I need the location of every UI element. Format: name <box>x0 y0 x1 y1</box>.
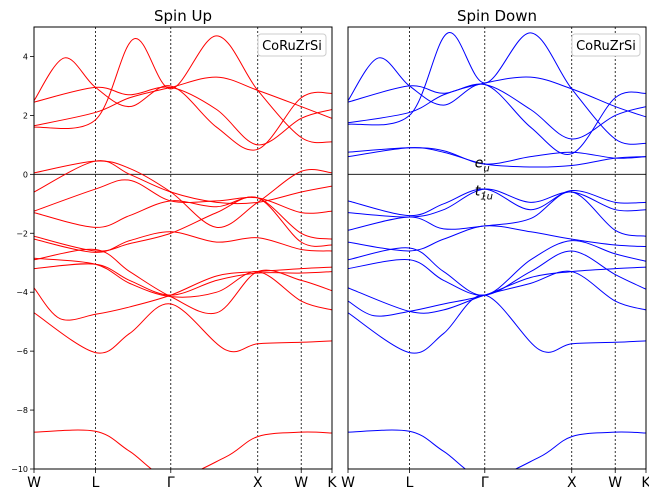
x-tick-label: X <box>567 475 577 489</box>
band-line-11 <box>348 147 646 165</box>
x-tick-label: L <box>92 475 100 489</box>
band-line-13 <box>34 76 332 127</box>
x-tick-label: W <box>341 475 355 489</box>
band-line-5 <box>348 240 646 296</box>
x-tick-label: X <box>253 475 263 489</box>
x-tick-label: Γ <box>167 475 175 489</box>
x-tick-label: W <box>27 475 41 489</box>
band-line-12 <box>348 32 646 145</box>
bands-group <box>348 32 646 469</box>
band-line-12 <box>34 35 332 144</box>
band-annotation: t1u <box>475 184 493 203</box>
legend-label: CoRuZrSi <box>262 39 322 54</box>
band-line-4 <box>348 250 646 296</box>
band-line-11 <box>34 160 332 228</box>
panel-title: Spin Up <box>154 7 212 25</box>
annotation-symbol: e <box>475 156 484 172</box>
y-tick-label: −8 <box>16 406 28 415</box>
band-line-3 <box>348 270 646 314</box>
annotation-symbol: t <box>475 184 481 200</box>
y-tick-label: 2 <box>23 111 28 120</box>
band-annotation: eu <box>475 156 490 175</box>
band-line-14 <box>348 83 646 140</box>
band-line-13 <box>348 76 646 124</box>
band-line-6 <box>348 225 646 252</box>
band-line-6 <box>34 231 332 253</box>
band-line-10 <box>348 147 646 168</box>
band-line-1 <box>348 294 646 354</box>
y-tick-label: 4 <box>23 52 28 61</box>
band-line-8 <box>34 196 332 240</box>
panel-0: Spin Up CoRuZrSi W L Γ X W K −10 −8 −6 −4 −2 0 2 4 <box>11 7 337 491</box>
band-line-1 <box>34 303 332 354</box>
band-line-4 <box>34 257 332 311</box>
band-line-5 <box>34 248 332 315</box>
annotation-subscript: 1u <box>480 192 493 203</box>
annotation-subscript: u <box>483 164 489 175</box>
bands-group <box>34 35 332 469</box>
band-line-15 <box>34 57 332 151</box>
y-tick-label: −6 <box>16 347 28 356</box>
panel-frame <box>347 26 647 470</box>
x-tick-label: K <box>327 475 337 489</box>
x-tick-label: K <box>641 475 649 489</box>
panel-frame <box>33 26 333 470</box>
band-line-9 <box>348 188 646 217</box>
y-tick-label: 0 <box>23 170 28 179</box>
band-line-9 <box>34 179 332 214</box>
band-line-10 <box>34 160 332 205</box>
band-line-0 <box>34 429 332 469</box>
x-tick-label: Γ <box>481 475 489 489</box>
band-line-0 <box>348 429 646 469</box>
band-line-7 <box>34 196 332 252</box>
legend-label: CoRuZrSi <box>576 39 636 54</box>
panel-title: Spin Down <box>457 7 537 25</box>
y-tick-label: −10 <box>11 465 28 474</box>
x-tick-label: W <box>294 475 308 489</box>
legend-box <box>257 33 327 57</box>
band-line-15 <box>348 57 646 155</box>
x-tick-label: W <box>608 475 622 489</box>
legend-box <box>571 33 641 57</box>
x-tick-label: L <box>406 475 414 489</box>
y-tick-label: −4 <box>16 288 28 297</box>
y-tick-label: −2 <box>16 229 28 238</box>
band-line-14 <box>34 86 332 146</box>
band-line-8 <box>348 188 646 218</box>
